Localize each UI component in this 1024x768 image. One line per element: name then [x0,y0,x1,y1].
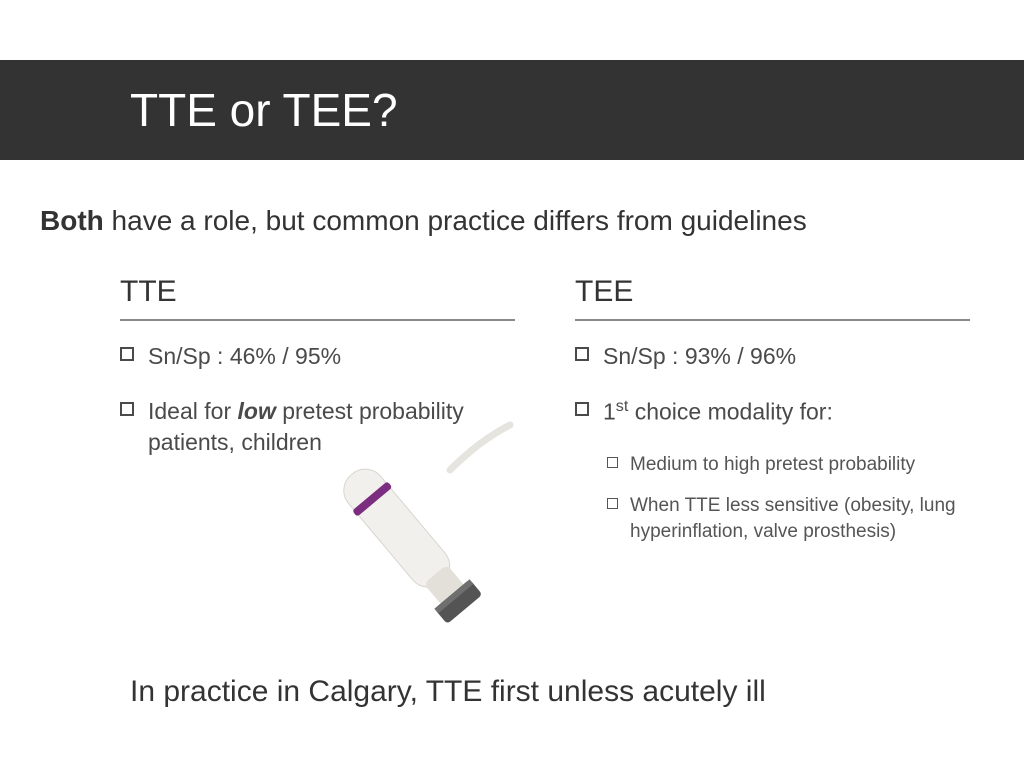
title-band: TTE or TEE? [0,60,1024,160]
tee-column: TEE Sn/Sp : 93% / 96% 1st choice modalit… [575,275,970,561]
tte-bullet-1-text: Sn/Sp : 46% / 95% [148,341,341,372]
tee-b2-sup: st [616,397,629,415]
tee-sub-2-text: When TTE less sensitive (obesity, lung h… [630,493,970,544]
subtitle-bold: Both [40,205,104,236]
footer-note: In practice in Calgary, TTE first unless… [130,675,766,709]
tte-bullet-2: Ideal for low pretest probability patien… [120,396,515,458]
checkbox-icon [575,347,589,361]
subtitle-rest: have a role, but common practice differs… [104,205,807,236]
tee-header: TEE [575,275,970,321]
tee-b2-post: choice modality for: [628,399,833,425]
subtitle: Both have a role, but common practice di… [40,205,807,237]
checkbox-icon [120,347,134,361]
tee-bullet-2: 1st choice modality for: [575,396,970,428]
checkbox-icon [607,498,618,509]
tte-b2-pre: Ideal for [148,398,238,424]
two-column-layout: TTE Sn/Sp : 46% / 95% Ideal for low pret… [120,275,970,561]
tte-bullet-2-text: Ideal for low pretest probability patien… [148,396,515,458]
tee-sub-1-text: Medium to high pretest probability [630,452,915,478]
checkbox-icon [575,402,589,416]
tee-sub-1: Medium to high pretest probability [607,452,970,478]
tee-bullet-2-text: 1st choice modality for: [603,396,833,428]
tee-b2-pre: 1 [603,399,616,425]
checkbox-icon [120,402,134,416]
tte-bullet-1: Sn/Sp : 46% / 95% [120,341,515,372]
slide-title: TTE or TEE? [130,83,398,137]
tte-header: TTE [120,275,515,321]
tee-sub-bullets: Medium to high pretest probability When … [607,452,970,545]
tee-sub-2: When TTE less sensitive (obesity, lung h… [607,493,970,544]
tee-bullet-1-text: Sn/Sp : 93% / 96% [603,341,796,372]
tee-bullet-1: Sn/Sp : 93% / 96% [575,341,970,372]
tte-column: TTE Sn/Sp : 46% / 95% Ideal for low pret… [120,275,515,561]
tte-b2-em: low [238,398,276,424]
checkbox-icon [607,457,618,468]
